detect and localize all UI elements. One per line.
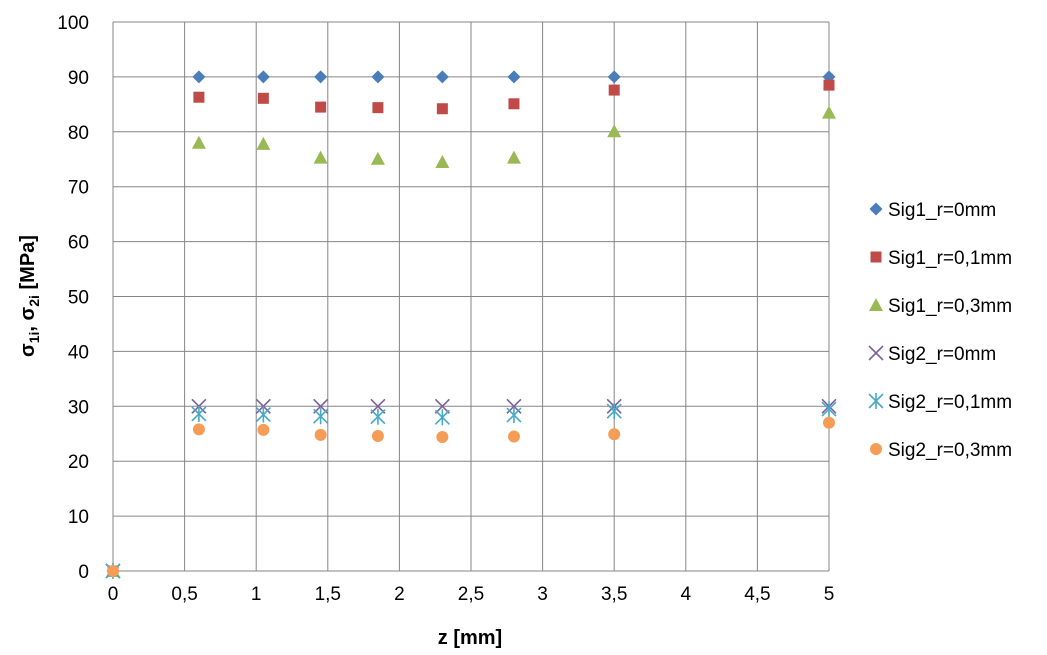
data-point-series-2 (436, 103, 448, 115)
x-tick-label: 1,5 (315, 584, 341, 605)
data-point-series-5 (313, 408, 329, 425)
y-axis-title: σ1i, σ2i [MPa] (17, 235, 42, 357)
legend-marker-5 (868, 393, 884, 409)
y-axis-tick-labels: 0 10 20 30 40 50 60 70 80 90 100 (57, 13, 89, 583)
data-point-series-1 (507, 70, 521, 84)
y-axis-title-unit: [MPa] (17, 235, 39, 295)
y-tick-label: 70 (68, 178, 89, 199)
legend: Sig1_r=0mm Sig1_r=0,1mm Sig1_r=0,3mm Sig2_r… (868, 200, 1012, 461)
legend-label-2: Sig1_r=0,1mm (888, 248, 1012, 269)
data-point-series-2 (372, 102, 384, 114)
data-point-series-6 (107, 565, 119, 577)
data-point-series-6 (823, 416, 835, 429)
x-tick-label: 2 (394, 584, 405, 605)
y-axis-title-sub-1: 1i (26, 332, 42, 344)
y-axis-title-sub-2: 2i (26, 295, 42, 307)
y-tick-label: 60 (68, 233, 89, 254)
legend-marker-4 (868, 345, 884, 361)
data-point-series-2 (608, 84, 620, 96)
data-point-series-1 (314, 70, 328, 84)
data-point-series-1 (192, 70, 206, 84)
data-point-series-3 (822, 105, 836, 119)
x-tick-label: 2,5 (458, 584, 484, 605)
data-point-series-5 (370, 408, 386, 425)
legend-marker-6 (870, 443, 882, 455)
legend-label-6: Sig2_r=0,3mm (888, 440, 1012, 461)
x-axis-title: z [mm] (438, 627, 502, 649)
data-point-series-5 (821, 401, 837, 418)
x-tick-label: 0,5 (171, 584, 197, 605)
legend-marker-1 (869, 202, 883, 216)
data-point-series-2 (823, 79, 835, 91)
x-tick-label: 0 (108, 584, 119, 605)
y-tick-label: 80 (68, 123, 89, 144)
data-point-series-6 (371, 429, 384, 442)
y-tick-label: 90 (68, 68, 89, 89)
data-point-series-5 (606, 403, 622, 420)
legend-label-1: Sig1_r=0mm (888, 200, 996, 221)
x-tick-label: 3,5 (601, 584, 627, 605)
data-point-series-6 (192, 423, 205, 436)
data-point-series-4 (434, 398, 450, 414)
data-point-series-6 (507, 430, 520, 443)
data-point-series-3 (435, 154, 450, 168)
y-tick-label: 0 (78, 562, 89, 583)
data-points (105, 70, 837, 579)
data-point-series-1 (256, 70, 270, 84)
data-point-series-6 (314, 428, 327, 441)
x-tick-label: 3 (537, 584, 548, 605)
y-axis-title-sigma-1: σ (17, 343, 39, 357)
data-point-series-2 (193, 91, 205, 103)
x-tick-label: 1 (251, 584, 262, 605)
data-point-series-3 (313, 150, 328, 164)
y-tick-label: 40 (68, 342, 89, 363)
data-point-series-1 (607, 70, 621, 84)
x-tick-label: 4 (681, 584, 692, 605)
data-point-series-2 (257, 92, 269, 104)
data-point-series-5 (434, 409, 450, 426)
y-tick-label: 100 (57, 13, 89, 34)
data-point-series-5 (191, 405, 207, 422)
legend-label-5: Sig2_r=0,1mm (888, 392, 1012, 413)
legend-label-3: Sig1_r=0,3mm (888, 296, 1012, 317)
data-point-series-3 (506, 150, 521, 164)
data-point-series-2 (315, 101, 327, 113)
x-axis-tick-labels: 0 0,5 1 1,5 2 2,5 3 3,5 4 4,5 5 (108, 584, 835, 605)
data-point-series-2 (508, 98, 520, 110)
grid-lines (112, 21, 830, 572)
y-tick-label: 10 (68, 507, 89, 528)
data-point-series-3 (370, 151, 385, 165)
data-point-series-1 (371, 70, 385, 84)
data-point-series-5 (255, 406, 271, 423)
y-axis-title-sep: , (17, 320, 39, 331)
legend-label-4: Sig2_r=0mm (888, 344, 996, 365)
y-tick-label: 50 (68, 288, 89, 309)
y-tick-label: 20 (68, 452, 89, 473)
y-axis-title-sigma-2: σ (17, 306, 39, 320)
data-point-series-6 (436, 431, 449, 444)
data-point-series-5 (506, 407, 522, 424)
y-tick-label: 30 (68, 397, 89, 418)
x-tick-label: 5 (824, 584, 835, 605)
data-point-series-6 (257, 423, 270, 436)
data-point-series-6 (608, 428, 621, 441)
data-point-series-1 (435, 70, 449, 84)
legend-marker-2 (870, 251, 882, 263)
data-point-series-3 (607, 124, 622, 138)
data-point-series-3 (256, 136, 271, 150)
legend-marker-3 (869, 298, 883, 311)
data-point-series-3 (191, 135, 206, 149)
x-tick-label: 4,5 (744, 584, 770, 605)
